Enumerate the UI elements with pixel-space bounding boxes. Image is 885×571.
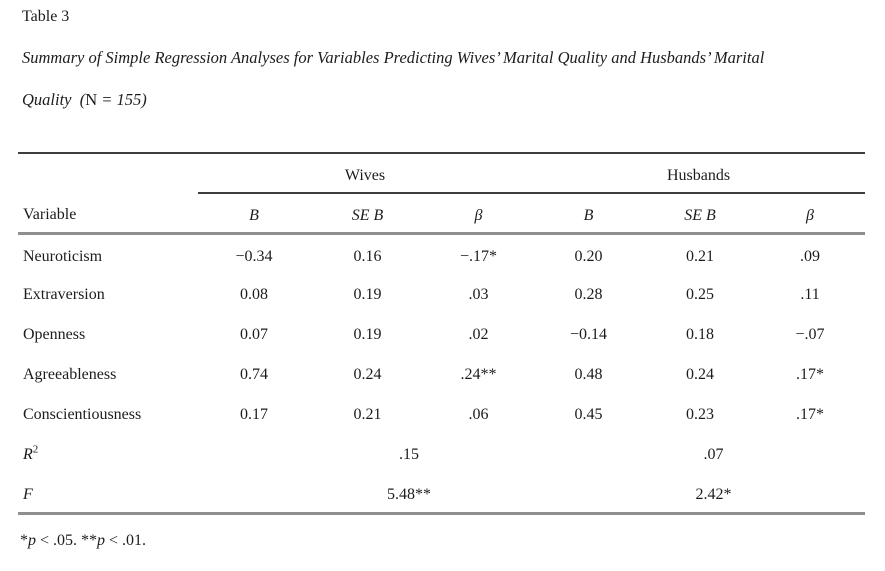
table-row-neuroticism: Neuroticism −0.34 0.16 −.17* 0.20 0.21 .…: [18, 233, 865, 273]
row-label: Conscientiousness: [23, 406, 142, 423]
value-cell: 0.28: [574, 286, 603, 303]
value-cell: 0.21: [686, 247, 715, 265]
title-sample-n: N: [85, 90, 98, 109]
value-cell: 0.18: [686, 326, 715, 343]
value-cell: .09: [800, 247, 821, 265]
value-cell: .17*: [796, 406, 825, 423]
footnote-asterisk-1: *: [20, 532, 28, 549]
f-husbands-value: 2.42*: [532, 473, 866, 515]
value-cell: −0.34: [235, 247, 273, 265]
title-sample-size: = 155): [97, 90, 147, 109]
title-quality-fragment: Quality (: [22, 90, 86, 109]
r-symbol: R: [23, 446, 33, 463]
table-row-r-squared: R2 .15 .07: [18, 433, 865, 473]
value-cell: 0.24: [353, 366, 382, 383]
row-label: Extraversion: [23, 286, 105, 303]
value-cell: −0.14: [570, 326, 608, 343]
column-header-husbands-b: B: [532, 193, 646, 235]
table-row-extraversion: Extraversion 0.08 0.19 .03 0.28 0.25 .11: [18, 273, 865, 313]
value-cell: 0.19: [353, 286, 382, 303]
value-cell: .03: [468, 286, 489, 303]
value-cell: −.17*: [459, 247, 498, 265]
group-header-wives: Wives: [198, 153, 533, 194]
table-row-conscientiousness: Conscientiousness 0.17 0.21 .06 0.45 0.2…: [18, 393, 865, 433]
value-cell: .17*: [796, 366, 825, 383]
column-header-variable: Variable: [18, 193, 198, 235]
footnote-threshold-2: < .01.: [105, 532, 147, 549]
value-cell: 0.19: [353, 326, 382, 343]
value-cell: 0.07: [240, 326, 268, 343]
value-cell: 0.48: [574, 366, 603, 383]
table-title-line1: Summary of Simple Regression Analyses fo…: [22, 48, 765, 67]
value-cell: 0.74: [240, 366, 268, 383]
r-squared-exponent: 2: [32, 443, 39, 456]
table-row-f: F 5.48** 2.42*: [18, 473, 866, 515]
r-squared-wives-value: .15: [399, 446, 419, 463]
footnote-p-2: p: [97, 532, 106, 549]
r-squared-husbands-value: .07: [703, 446, 724, 463]
value-cell: 0.23: [686, 406, 715, 423]
group-header-husbands: Husbands: [532, 153, 866, 194]
table-footnote: *p < .05. **p < .01.: [20, 532, 146, 550]
value-cell: −.07: [795, 326, 825, 343]
row-label: Neuroticism: [23, 247, 103, 265]
column-header-row: Variable B SE B β B SE B β: [18, 193, 866, 235]
column-header-wives-seb: SE B: [310, 193, 425, 235]
column-header-husbands-seb: SE B: [645, 193, 756, 235]
footnote-p-1: p: [28, 532, 36, 549]
value-cell: 0.20: [574, 247, 603, 265]
value-cell: 0.16: [353, 247, 382, 265]
row-label-r-squared: R2: [18, 433, 198, 473]
value-cell: 0.45: [574, 406, 603, 423]
row-label: Openness: [23, 326, 86, 343]
column-header-wives-b: B: [198, 193, 310, 235]
group-header-row: Wives Husbands: [18, 153, 866, 194]
table-row-agreeableness: Agreeableness 0.74 0.24 .24** 0.48 0.24 …: [18, 353, 865, 393]
value-cell: .06: [468, 406, 489, 423]
value-cell: 0.08: [240, 286, 268, 303]
row-label: Agreeableness: [23, 366, 117, 383]
value-cell: 0.21: [353, 406, 382, 423]
value-cell: .02: [468, 326, 489, 343]
regression-table: Wives Husbands Variable B SE B β B SE B …: [18, 152, 866, 515]
group-header-spacer: [18, 153, 198, 193]
value-cell: 0.25: [686, 286, 715, 303]
column-header-husbands-beta: β: [755, 193, 866, 235]
f-symbol: F: [18, 473, 198, 515]
value-cell: 0.17: [240, 406, 268, 423]
table-row-openness: Openness 0.07 0.19 .02 −0.14 0.18 −.07: [18, 313, 865, 353]
value-cell: 0.24: [686, 366, 715, 383]
value-cell: .11: [800, 286, 820, 303]
column-header-wives-beta: β: [425, 193, 533, 235]
f-wives-value: 5.48**: [198, 473, 533, 515]
footnote-threshold-1: < .05. **: [36, 532, 98, 549]
table-label: Table 3: [22, 8, 70, 25]
table-title-line2: Quality (N = 155): [22, 90, 147, 110]
value-cell: .24**: [460, 366, 497, 383]
